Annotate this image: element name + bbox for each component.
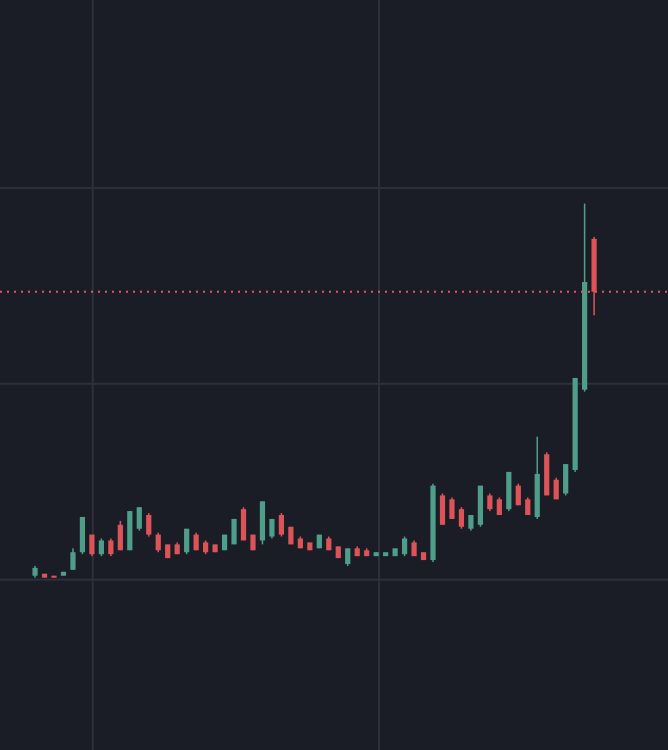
candle-body	[383, 552, 389, 557]
candle-body	[345, 548, 351, 564]
candle-body	[420, 552, 427, 561]
candle-body	[146, 515, 152, 535]
candle-body	[231, 518, 237, 545]
candle-body	[364, 550, 370, 557]
candle-body	[184, 528, 190, 553]
candle-body	[582, 281, 588, 390]
candle-body	[98, 540, 104, 555]
candle-body	[212, 544, 218, 553]
candle-body	[468, 515, 474, 529]
candle-body	[335, 546, 341, 559]
candle-body	[117, 524, 123, 551]
candle-body	[515, 485, 521, 506]
candle-body	[411, 542, 417, 557]
candle-body	[544, 454, 550, 496]
candle-body	[506, 471, 512, 510]
candle-body	[373, 552, 379, 557]
candle-body	[563, 464, 569, 494]
candle-body	[193, 534, 199, 551]
candle-body	[89, 534, 95, 555]
candle-body	[240, 509, 247, 541]
candle-body	[165, 544, 171, 559]
candle-body	[221, 534, 228, 551]
candle-body	[439, 495, 446, 525]
candle-body	[458, 509, 465, 527]
candle-body	[553, 479, 559, 500]
candle-body	[108, 540, 114, 555]
candle-body	[174, 544, 180, 555]
candle-body	[250, 534, 256, 551]
candle-body	[307, 542, 313, 551]
candle-body	[278, 515, 285, 535]
candle-body	[288, 526, 294, 545]
candle-body	[525, 499, 531, 516]
candle-body	[136, 507, 142, 529]
candle-body	[79, 516, 86, 553]
candle-body	[155, 534, 161, 551]
candle-body	[487, 495, 493, 510]
candle-body	[392, 548, 398, 557]
candle-body	[32, 567, 38, 576]
candle-body	[297, 538, 303, 549]
candle-body	[127, 511, 133, 551]
candle-body	[51, 575, 57, 578]
candle-body	[269, 518, 275, 537]
candle-body	[354, 548, 360, 557]
candle-body	[496, 499, 502, 516]
candle-body	[60, 571, 67, 576]
candle-body	[203, 542, 209, 553]
candle-body	[430, 485, 436, 561]
candle-body	[591, 238, 597, 292]
candle-body	[401, 538, 408, 555]
candle-body	[259, 501, 266, 541]
candle-body	[70, 552, 76, 570]
candle-body	[534, 473, 540, 517]
candle-body	[449, 499, 455, 519]
candle-body	[316, 534, 322, 549]
candle-body	[41, 573, 48, 578]
candle-body	[326, 538, 332, 551]
candle-body	[477, 485, 483, 525]
candle-body	[572, 377, 578, 470]
